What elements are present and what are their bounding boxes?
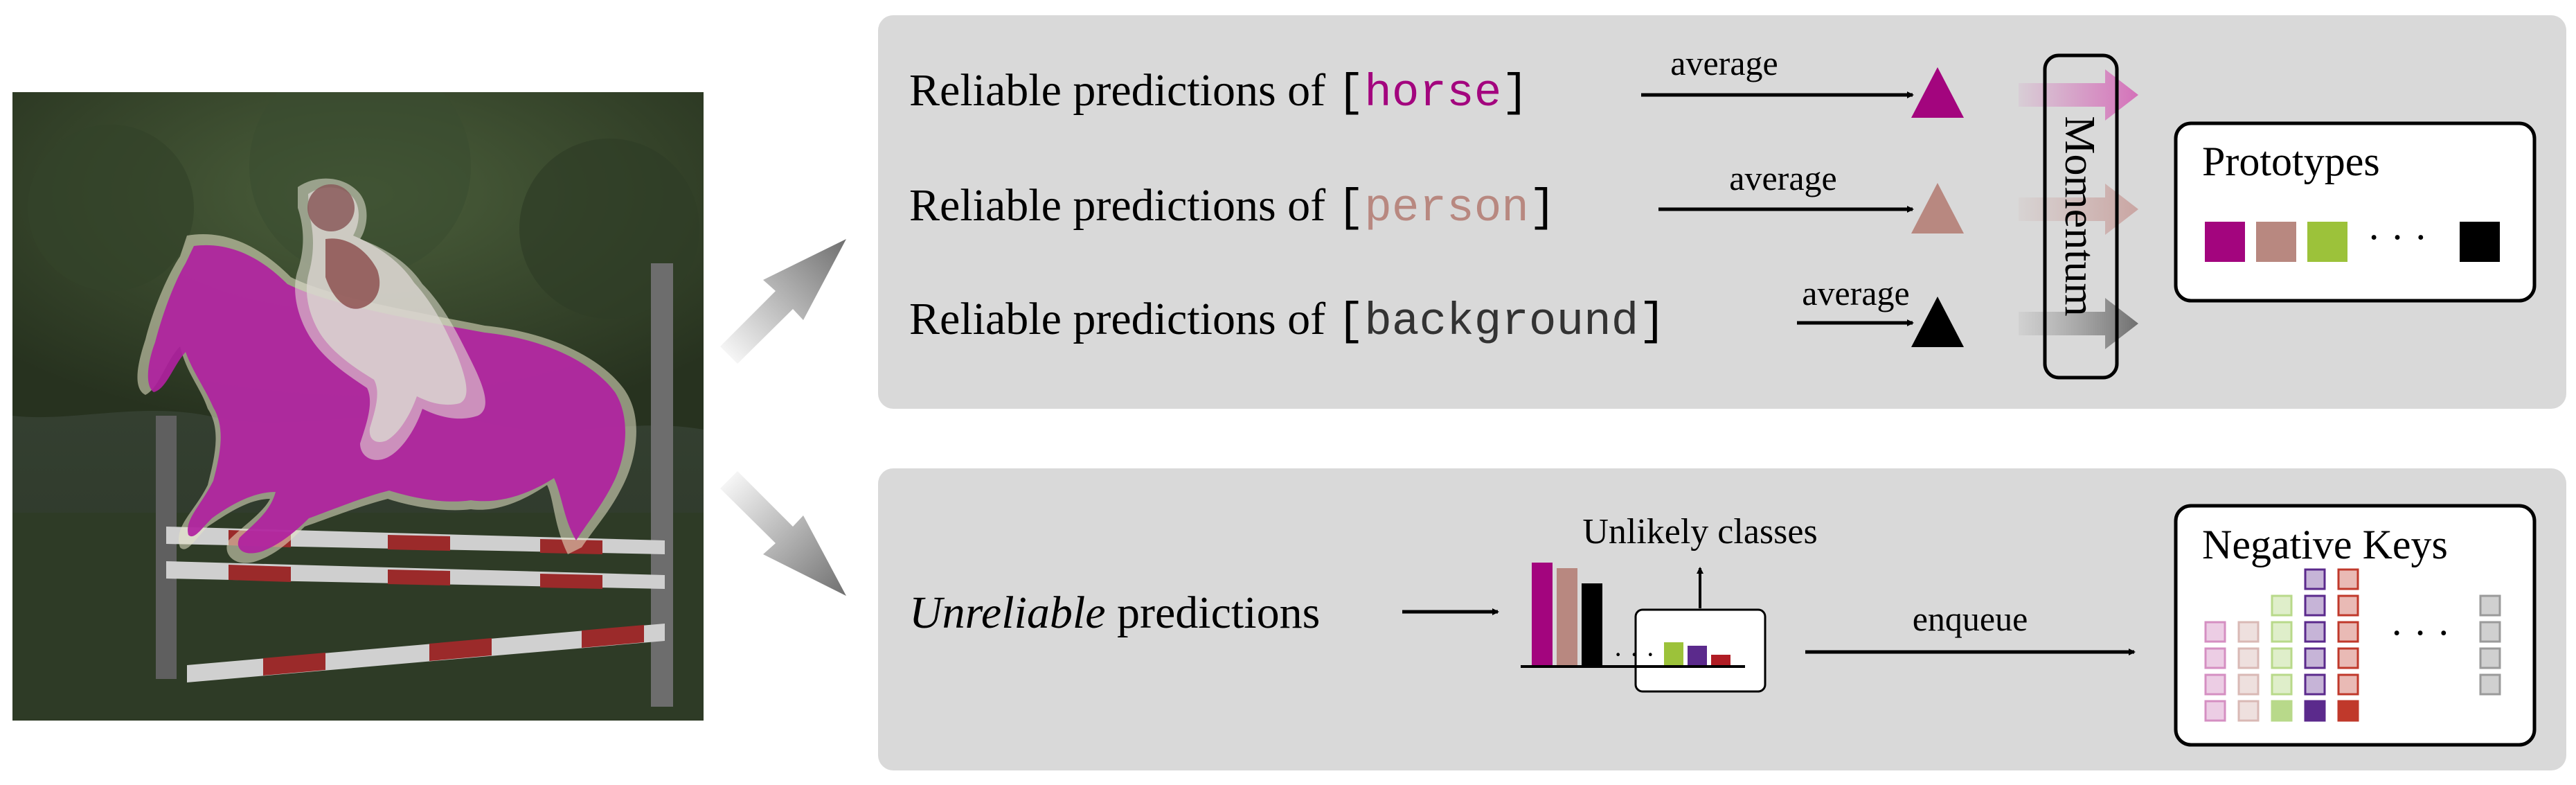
negative-key: [2304, 700, 2326, 722]
histogram-bar: [1664, 642, 1683, 667]
negative-keys-ellipsis: · · ·: [2390, 610, 2451, 655]
negative-key: [2337, 673, 2359, 696]
histogram-bar: [1688, 646, 1707, 667]
negative-key: [2337, 647, 2359, 669]
momentum-box: [2043, 53, 2119, 380]
open-bracket: [: [1337, 182, 1365, 234]
horse-triangle: [1911, 67, 1964, 118]
prediction-histogram: · · · Unlikely classes: [1521, 512, 1818, 693]
negative-key: [2337, 568, 2359, 590]
negative-key: [2271, 673, 2293, 696]
negative-keys-grid: [2204, 568, 2501, 722]
histogram-bar: [1532, 563, 1553, 667]
histogram-bar: [1557, 568, 1577, 667]
class-name-background: background: [1364, 296, 1638, 348]
arrow-to-bottom-panel: [720, 471, 846, 596]
prototype-background: [2460, 222, 2500, 262]
negative-key: [2337, 594, 2359, 617]
negative-key: [2304, 621, 2326, 643]
reliable-row-person: Reliable predictions of [person]: [909, 180, 1557, 234]
negative-key: [2479, 594, 2501, 617]
class-name-person: person: [1364, 182, 1529, 234]
reliable-panel-bg: [878, 15, 2566, 409]
negative-key: [2237, 647, 2260, 669]
unreliable-word: Unreliable: [909, 588, 1106, 638]
enqueue-label: enqueue: [1913, 599, 2028, 638]
momentum-arrow-background: [2019, 298, 2138, 349]
negative-key: [2479, 621, 2501, 643]
histogram-bar: [1711, 655, 1730, 667]
histogram-bar: [1582, 583, 1602, 667]
prototypes-ellipsis: · · ·: [2368, 215, 2428, 260]
average-label: average: [1729, 159, 1836, 197]
predictions-word: predictions: [1106, 588, 1321, 638]
prototype-horse: [2205, 222, 2245, 262]
class-name-horse: horse: [1364, 67, 1501, 119]
background-triangle: [1911, 297, 1964, 347]
histogram-ellipsis: · · ·: [1613, 639, 1655, 670]
negative-key: [2479, 673, 2501, 696]
momentum-arrow-person: [2019, 184, 2138, 235]
average-label: average: [1802, 274, 1909, 312]
momentum-label: Momentum: [2056, 116, 2103, 316]
prototype-green: [2307, 222, 2347, 262]
reliable-row-horse: Reliable predictions of [horse]: [909, 65, 1529, 119]
negative-key: [2271, 621, 2293, 643]
momentum-arrow-horse: [2019, 69, 2138, 121]
negative-key: [2304, 647, 2326, 669]
photo-tree-clump: [28, 125, 194, 291]
close-bracket: ]: [1529, 182, 1557, 234]
reliable-panel: Reliable predictions of [horse] average …: [878, 15, 2566, 409]
negative-key: [2304, 568, 2326, 590]
negative-key: [2204, 700, 2226, 722]
unreliable-predictions-label: Unreliable predictions: [909, 588, 1320, 638]
negative-key: [2237, 700, 2260, 722]
rider-torso: [325, 238, 380, 309]
negative-key: [2271, 700, 2293, 722]
negative-key: [2271, 647, 2293, 669]
negative-key: [2237, 673, 2260, 696]
close-bracket: ]: [1501, 67, 1529, 119]
reliable-row-background: Reliable predictions of [background]: [909, 294, 1666, 348]
negative-key: [2204, 621, 2226, 643]
negative-key: [2204, 673, 2226, 696]
unlikely-classes-label: Unlikely classes: [1582, 512, 1817, 552]
horse-photo: [12, 92, 704, 721]
reliable-prefix: Reliable predictions of: [909, 65, 1337, 116]
jump-standard-left: [156, 416, 177, 679]
prototype-person: [2256, 222, 2296, 262]
average-label: average: [1670, 44, 1778, 82]
open-bracket: [: [1337, 296, 1365, 348]
close-bracket: ]: [1638, 296, 1666, 348]
negative-key: [2479, 647, 2501, 669]
open-bracket: [: [1337, 67, 1365, 119]
negative-keys-title: Negative Keys: [2202, 522, 2448, 567]
negative-key: [2237, 621, 2260, 643]
negative-key: [2271, 594, 2293, 617]
reliable-prefix: Reliable predictions of: [909, 294, 1337, 344]
negative-key: [2204, 647, 2226, 669]
prototypes-title: Prototypes: [2202, 139, 2380, 184]
negative-key: [2337, 621, 2359, 643]
arrow-to-top-panel: [720, 239, 846, 364]
unreliable-panel: Unreliable predictions · · · Unlikely cl…: [878, 468, 2566, 770]
reliable-prefix: Reliable predictions of: [909, 180, 1337, 231]
negative-key: [2304, 673, 2326, 696]
person-triangle: [1911, 183, 1964, 233]
negative-key: [2337, 700, 2359, 722]
rider-head: [307, 184, 355, 231]
negative-key: [2304, 594, 2326, 617]
